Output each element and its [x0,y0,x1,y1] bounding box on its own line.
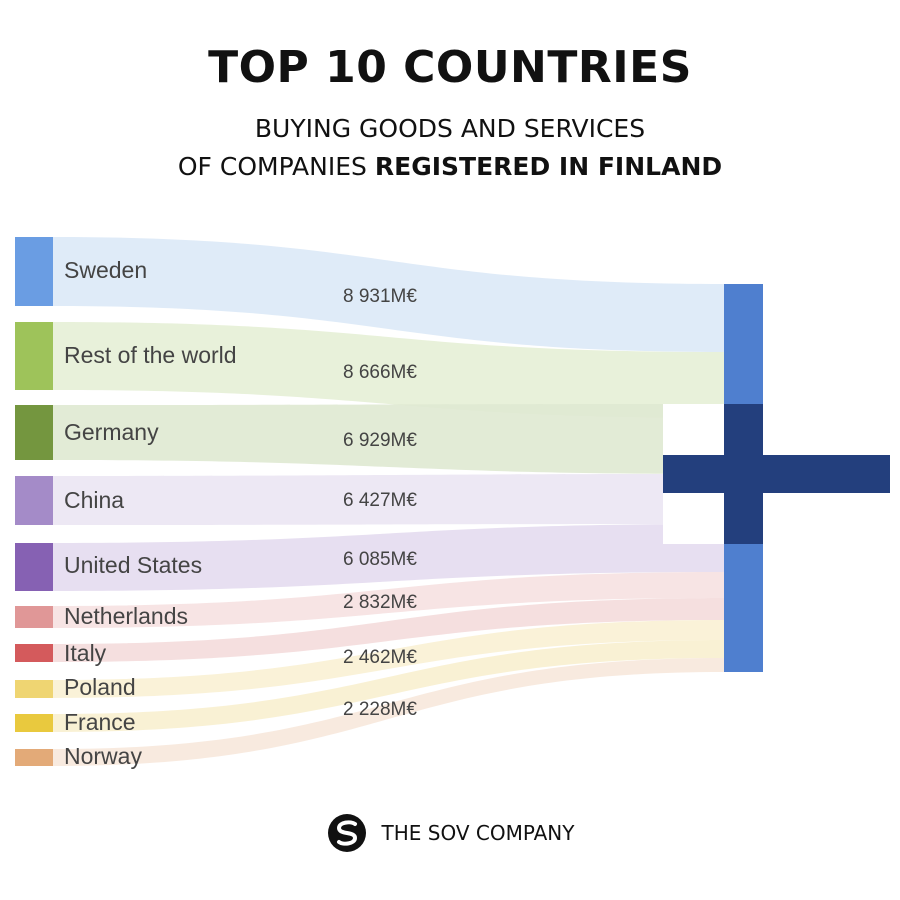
flow-rest-of-the-world [53,322,724,418]
flow-poland [53,620,724,698]
flow-norway [53,658,724,766]
chart-subtitle-line-2: OF COMPANIES REGISTERED IN FINLAND [0,152,900,181]
value-label: 2 228M€ [343,699,417,720]
label-italy: Italy [64,640,107,666]
subtitle-prefix: OF COMPANIES [177,152,375,181]
label-germany: Germany [64,419,159,445]
flow-united-states [53,524,724,591]
node-italy [15,644,53,662]
node-china [15,476,53,525]
label-france: France [64,709,136,735]
node-france [15,714,53,732]
value-label: 2 832M€ [343,592,417,613]
flow-germany [53,404,724,474]
value-label: 8 931M€ [343,286,417,307]
node-rest-of-the-world [15,322,53,390]
value-label: 8 666M€ [343,362,417,383]
label-netherlands: Netherlands [64,603,188,629]
node-united-states [15,543,53,591]
value-label: 6 427M€ [343,490,417,511]
node-poland [15,680,53,698]
label-norway: Norway [64,743,142,769]
chart-title: TOP 10 COUNTRIES [208,42,692,93]
value-label: 6 929M€ [343,430,417,451]
label-sweden: Sweden [64,257,147,283]
company-name: THE SOV COMPANY [381,821,575,845]
node-netherlands [15,606,53,628]
flow-france [53,640,724,732]
target-node-top [724,284,763,404]
flow-china [53,474,724,525]
node-germany [15,405,53,460]
value-label: 6 085M€ [343,549,417,570]
value-label: 2 462M€ [343,647,417,668]
subtitle-bold: REGISTERED IN FINLAND [374,152,723,181]
node-sweden [15,237,53,306]
label-china: China [64,487,124,513]
footer: THE SOV COMPANY [0,812,900,854]
flow-sweden [53,237,724,352]
label-poland: Poland [64,674,136,700]
node-norway [15,749,53,766]
chart-subtitle-line-1: BUYING GOODS AND SERVICES [254,114,646,143]
flag-cross-horizontal [663,455,890,493]
target-node-bottom [724,544,763,672]
flow-italy [53,598,724,662]
sankey-chart: Sweden Rest of the world Germany China Unite… [15,237,890,769]
label-united-states: United States [64,552,202,578]
flow-netherlands [53,572,724,628]
label-rest-of-the-world: Rest of the world [64,342,237,368]
sov-logo-icon [327,814,366,852]
